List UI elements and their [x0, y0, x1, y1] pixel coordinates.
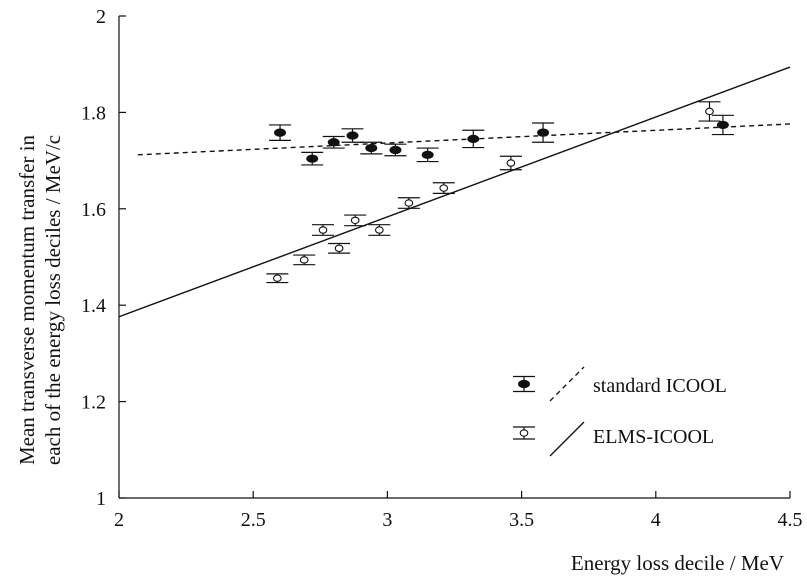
- y-tick-label: 1.2: [81, 392, 106, 414]
- data-point-elms-icool: [293, 254, 316, 266]
- data-point-standard-icool: [532, 122, 555, 143]
- data-point-elms-icool: [266, 273, 289, 284]
- data-point-standard-icool: [269, 124, 292, 141]
- marker-filled: [518, 379, 530, 389]
- marker-open: [519, 429, 529, 437]
- fit-line-standard-icool: [137, 123, 791, 156]
- marker-open: [506, 159, 516, 167]
- data-point-standard-icool: [462, 129, 485, 149]
- marker-filled: [389, 145, 402, 155]
- legend-marker-elms-icool: [513, 426, 535, 440]
- data-point-elms-icool: [499, 155, 522, 171]
- data-point-standard-icool: [711, 114, 734, 136]
- marker-filled: [327, 138, 340, 147]
- x-axis-title: Energy loss decile / MeV: [571, 551, 784, 575]
- data-point-standard-icool: [341, 128, 364, 143]
- x-tick-label: 3.5: [509, 509, 534, 531]
- legend-line-solid: [549, 421, 585, 457]
- fit-lines: [118, 66, 791, 318]
- marker-open: [334, 244, 344, 253]
- marker-open: [374, 226, 384, 234]
- marker-filled: [421, 150, 434, 159]
- data-point-standard-icool: [301, 151, 324, 166]
- marker-open: [705, 107, 714, 116]
- marker-filled: [365, 143, 378, 153]
- data-point-elms-icool: [344, 214, 367, 227]
- y-axis-title-line-2: each of the energy loss deciles / MeV/c: [41, 135, 65, 465]
- data-point-standard-icool: [360, 141, 383, 155]
- y-axis-title-line-1: Mean transverse momentum transfer in: [15, 134, 39, 465]
- y-tick-label: 1.4: [81, 295, 106, 317]
- y-tick-label: 2: [96, 6, 106, 28]
- legend-marker-standard-icool: [513, 375, 535, 393]
- marker-open: [299, 256, 309, 264]
- legend-item-elms-icool: ELMS-ICOOL: [513, 421, 714, 457]
- marker-filled: [537, 128, 550, 137]
- y-tick-label: 1.6: [81, 199, 106, 221]
- data-point-standard-icool: [416, 147, 439, 163]
- data-point-elms-icool: [698, 101, 721, 122]
- data-point-elms-icool: [311, 224, 334, 236]
- legend: standard ICOOL ELMS-ICOOL: [513, 366, 727, 457]
- marker-filled: [306, 154, 319, 163]
- legend-label-standard-icool: standard ICOOL: [593, 375, 727, 397]
- x-tick-label: 2.5: [241, 509, 266, 531]
- marker-open: [318, 226, 328, 234]
- legend-symbol: [513, 375, 535, 393]
- data-point-elms-icool: [432, 182, 455, 194]
- x-tick-label: 3: [382, 509, 392, 531]
- marker-filled: [346, 131, 359, 140]
- marker-filled: [716, 120, 729, 130]
- x-tick-label: 4.5: [778, 509, 803, 531]
- marker-open: [439, 184, 449, 192]
- data-points: [266, 101, 734, 284]
- x-tick-label: 4: [651, 509, 661, 531]
- data-point-elms-icool: [328, 242, 351, 254]
- data-point-standard-icool: [322, 135, 345, 149]
- y-tick-label: 1.8: [81, 102, 106, 124]
- data-point-elms-icool: [368, 224, 391, 236]
- x-tick-label: 2: [114, 509, 124, 531]
- legend-line-dashed: [549, 366, 585, 402]
- axes: 2 2.5 3 3.5 4 4.5 1 1.2 1.4 1.6 1.8 2: [81, 6, 803, 531]
- marker-filled: [467, 134, 480, 144]
- legend-item-standard-icool: standard ICOOL: [513, 366, 727, 402]
- data-point-standard-icool: [384, 143, 407, 157]
- legend-symbol: [513, 426, 535, 440]
- fit-line-elms-icool: [118, 66, 791, 318]
- legend-label-elms-icool: ELMS-ICOOL: [593, 426, 714, 448]
- marker-open: [404, 199, 414, 207]
- marker-open: [350, 216, 360, 225]
- data-point-elms-icool: [397, 197, 420, 209]
- marker-filled: [274, 128, 287, 137]
- marker-open: [273, 274, 282, 282]
- y-tick-label: 1: [96, 488, 106, 510]
